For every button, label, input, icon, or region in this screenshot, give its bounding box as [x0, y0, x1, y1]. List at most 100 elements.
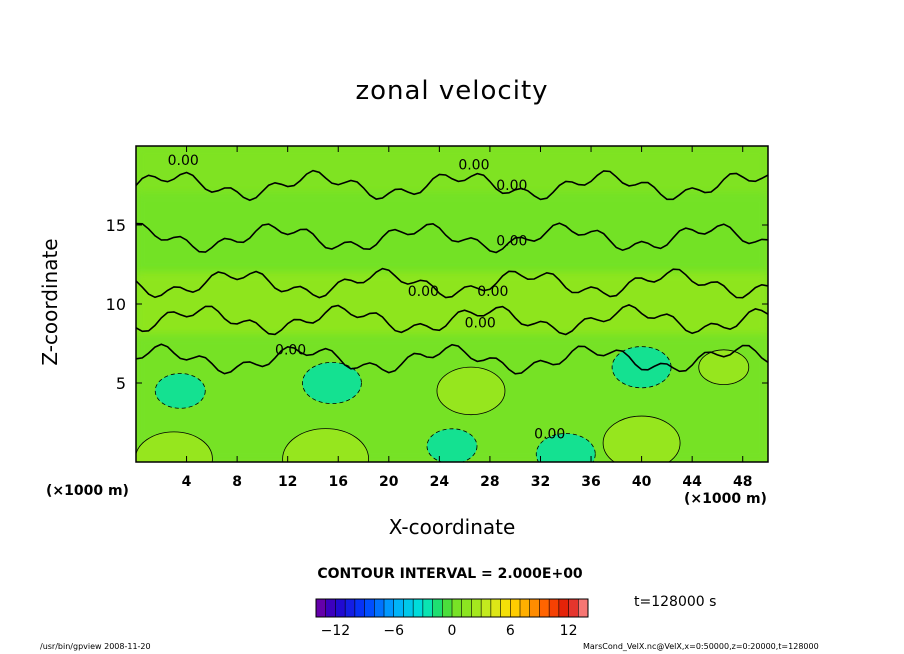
zero-contour	[136, 169, 768, 202]
colorbar-cell	[558, 599, 569, 617]
field-feature	[602, 415, 681, 462]
y-tick-label: 15	[106, 216, 126, 235]
field-band	[136, 146, 768, 194]
colorbar-tick-label: 6	[506, 623, 515, 639]
zero-contour	[136, 304, 768, 336]
x-tick-label: 16	[328, 474, 347, 490]
colorbar-tick-label: 0	[448, 623, 457, 639]
contour-lines	[136, 169, 768, 375]
x-tick-label: 44	[682, 474, 702, 490]
colorbar-cell	[471, 599, 482, 617]
colorbar-cell	[345, 599, 356, 617]
x-tick-label: 4	[182, 474, 192, 490]
colorbar-cell	[422, 599, 433, 617]
colorbar-cell	[325, 599, 336, 617]
contour-field	[136, 146, 768, 462]
colorbar-cell	[529, 599, 540, 617]
colorbar-cell	[413, 599, 424, 617]
y-tick-label: 5	[116, 374, 126, 393]
colorbar-cell	[490, 599, 501, 617]
contour-ring	[611, 346, 672, 389]
field-feature	[154, 373, 206, 409]
contour-labels: 0.00 0.00 0.00 0.00 0.00 0.00 0.00 0.00 0.00	[168, 153, 566, 442]
colorbar-cell	[403, 599, 414, 617]
x-tick-label: 32	[531, 474, 550, 490]
contour-label: 0.00	[465, 316, 496, 332]
x-unit-left: (×1000 m)	[46, 483, 129, 499]
x-tick-label: 48	[733, 474, 752, 490]
contour-label: 0.00	[408, 284, 439, 300]
colorbar-cell	[374, 599, 385, 617]
x-tick-label: 12	[278, 474, 297, 490]
field-feature	[535, 433, 596, 462]
contour-label: 0.00	[168, 153, 199, 169]
contour-ring	[426, 428, 478, 462]
colorbar-cell	[442, 599, 453, 617]
colorbar-tick-label: −12	[321, 623, 351, 639]
contour-label: 0.00	[275, 343, 306, 359]
contour-label: 0.00	[458, 158, 489, 174]
x-tick-label: 20	[379, 474, 399, 490]
colorbar-cell	[481, 599, 492, 617]
colorbar-frame	[315, 598, 589, 618]
field-feature	[136, 431, 213, 462]
colorbar-cell	[354, 599, 365, 617]
contour-label: 0.00	[477, 284, 508, 300]
x-axis-label: X-coordinate	[388, 515, 516, 539]
x-unit-right: (×1000 m)	[684, 491, 767, 507]
colorbar-cell	[578, 599, 589, 617]
contour-ring	[602, 415, 681, 462]
contour-label: 0.00	[496, 178, 527, 194]
colorbar-cell	[452, 599, 463, 617]
zero-contour	[136, 267, 768, 299]
colorbar-cell	[520, 599, 531, 617]
field-feature	[282, 428, 369, 462]
contour-label: 0.00	[534, 426, 565, 442]
zero-contour	[136, 343, 768, 375]
colorbar-cell	[461, 599, 472, 617]
colorbar-cell	[316, 599, 327, 617]
x-tick-label: 40	[632, 474, 652, 490]
colorbar-cell	[364, 599, 375, 617]
field-feature	[426, 428, 478, 462]
chart-title: zonal velocity	[355, 76, 549, 106]
contour-ring	[436, 366, 506, 416]
field-feature	[302, 361, 362, 404]
contour-ring	[698, 349, 750, 386]
colorbar-cell	[384, 599, 395, 617]
contour-ring	[282, 428, 369, 462]
contour-interval-text: CONTOUR INTERVAL = 2.000E+00	[317, 566, 583, 582]
colorbar-cell	[510, 599, 521, 617]
y-ticks: 5 10 15	[106, 216, 768, 393]
colorbar-cell	[500, 599, 511, 617]
colorbar-cell	[549, 599, 560, 617]
field-feature	[436, 366, 506, 416]
field-feature	[698, 349, 750, 386]
time-label: t=128000 s	[634, 594, 717, 610]
x-tick-label: 8	[232, 474, 242, 490]
footer-right: MarsCond_VelX.nc@VelX,x=0:50000,z=0:2000…	[583, 642, 819, 651]
footer-left: /usr/bin/gpview 2008-11-20	[40, 642, 151, 651]
field-feature	[611, 346, 672, 389]
colorbar-tick-label: 12	[560, 623, 578, 639]
x-ticks: 4 8 12 16 20 24 28 32 36 40 44 48	[182, 146, 752, 490]
y-tick-label: 10	[106, 295, 126, 314]
field-band	[136, 193, 768, 273]
contour-ring	[302, 361, 362, 404]
colorbar: −12 −6 0 6 12	[315, 598, 589, 639]
colorbar-cell	[335, 599, 346, 617]
contour-ring	[136, 431, 213, 462]
x-tick-label: 24	[430, 474, 450, 490]
colorbar-cell	[539, 599, 550, 617]
colorbar-cell	[432, 599, 443, 617]
zero-contour	[136, 222, 768, 254]
colorbar-cell	[568, 599, 579, 617]
colorbar-tick-label: −6	[383, 623, 404, 639]
field-band	[136, 272, 768, 336]
contour-ring	[535, 433, 596, 462]
contour-label: 0.00	[496, 234, 527, 250]
contour-ring	[154, 373, 206, 409]
colorbar-cell	[393, 599, 404, 617]
x-tick-label: 28	[480, 474, 499, 490]
